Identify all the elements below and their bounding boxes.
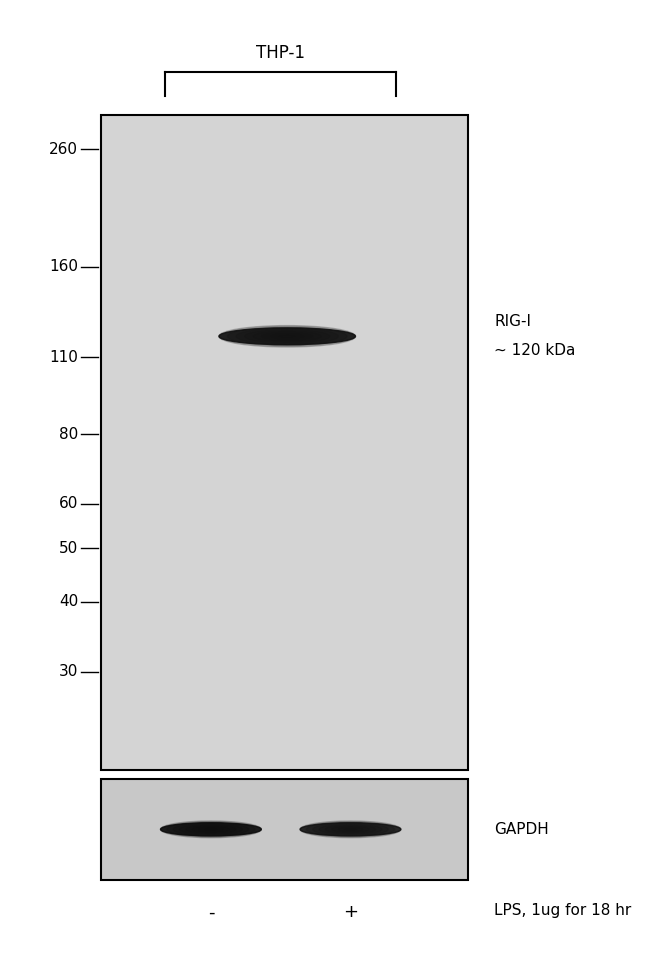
- Text: GAPDH: GAPDH: [494, 822, 549, 836]
- FancyBboxPatch shape: [101, 779, 468, 880]
- Ellipse shape: [192, 826, 230, 833]
- FancyBboxPatch shape: [101, 115, 468, 770]
- Ellipse shape: [167, 822, 255, 836]
- Text: 160: 160: [49, 259, 78, 274]
- Ellipse shape: [261, 333, 313, 340]
- Ellipse shape: [236, 328, 339, 344]
- Text: LPS, 1ug for 18 hr: LPS, 1ug for 18 hr: [494, 903, 631, 919]
- Ellipse shape: [244, 330, 330, 343]
- Ellipse shape: [253, 331, 321, 341]
- Ellipse shape: [270, 334, 304, 339]
- Text: 30: 30: [58, 664, 78, 679]
- Ellipse shape: [227, 327, 347, 346]
- Ellipse shape: [173, 823, 249, 836]
- Ellipse shape: [300, 823, 401, 836]
- Ellipse shape: [219, 326, 356, 347]
- Text: 60: 60: [58, 496, 78, 511]
- Text: RIG-I: RIG-I: [494, 315, 531, 330]
- Ellipse shape: [198, 827, 224, 832]
- Text: ~ 120 kDa: ~ 120 kDa: [494, 343, 575, 358]
- Text: +: +: [343, 903, 358, 922]
- Text: 80: 80: [58, 426, 78, 442]
- Ellipse shape: [300, 821, 401, 837]
- Ellipse shape: [205, 828, 217, 831]
- Text: 50: 50: [58, 540, 78, 555]
- Ellipse shape: [161, 823, 261, 836]
- Ellipse shape: [332, 826, 369, 833]
- Text: 40: 40: [58, 595, 78, 610]
- Text: -: -: [208, 903, 214, 922]
- Ellipse shape: [325, 825, 376, 834]
- Text: THP-1: THP-1: [256, 44, 306, 62]
- Ellipse shape: [344, 828, 357, 831]
- Ellipse shape: [338, 827, 363, 832]
- Text: 260: 260: [49, 141, 78, 157]
- Ellipse shape: [306, 822, 395, 836]
- Ellipse shape: [279, 335, 296, 337]
- Ellipse shape: [219, 328, 356, 345]
- Ellipse shape: [313, 823, 388, 836]
- Ellipse shape: [161, 821, 261, 837]
- Text: 110: 110: [49, 350, 78, 365]
- Ellipse shape: [319, 824, 382, 835]
- Ellipse shape: [179, 824, 242, 835]
- Ellipse shape: [186, 825, 236, 834]
